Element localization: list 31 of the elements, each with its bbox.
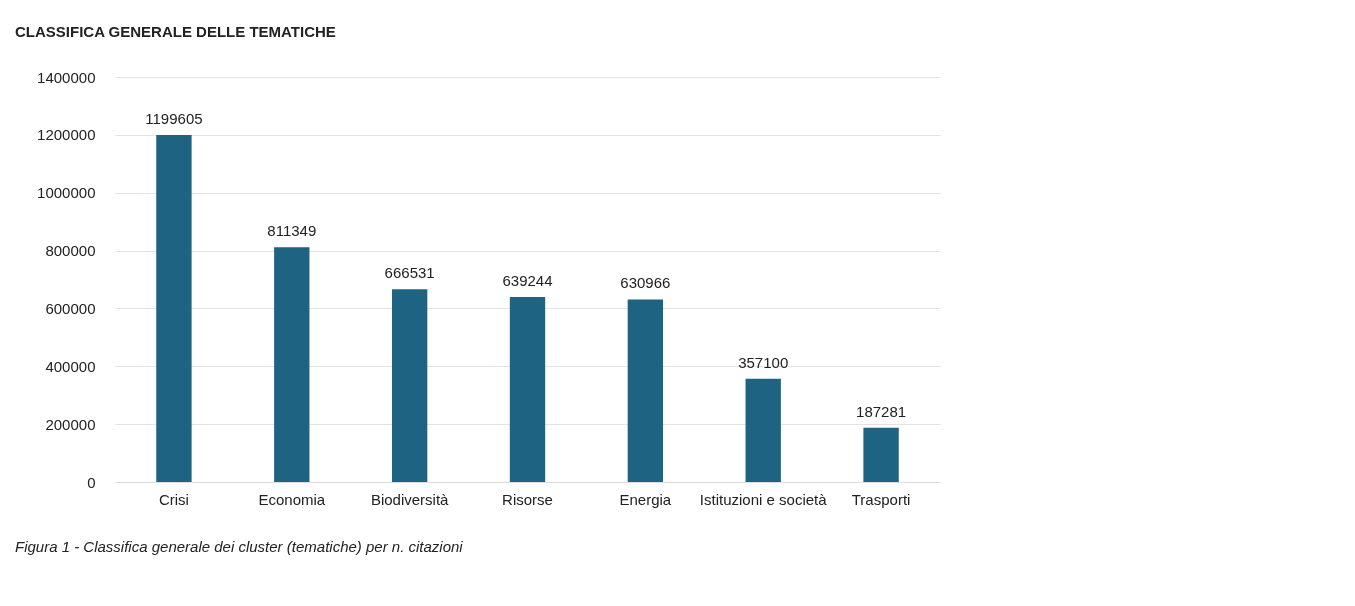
x-tick-label: Istituzioni e società [699, 490, 828, 508]
data-label: 811349 [267, 222, 317, 240]
x-tick-label: Energia [619, 490, 672, 508]
x-tick-label: Economia [258, 490, 326, 508]
data-label: 639244 [502, 272, 553, 290]
bar [156, 134, 192, 482]
y-tick-label: 1000000 [37, 184, 96, 202]
y-tick-label: 1400000 [37, 68, 96, 86]
y-tick-label: 0 [87, 473, 96, 491]
bar [509, 297, 546, 482]
bar [863, 427, 899, 482]
x-tick-label: Biodiversità [370, 490, 450, 508]
y-tick-label: 800000 [45, 242, 96, 260]
bar [627, 299, 664, 482]
data-label: 630966 [620, 274, 671, 292]
y-tick-label: 1200000 [37, 126, 96, 144]
bar [274, 247, 310, 482]
y-tick-label: 600000 [45, 299, 96, 317]
data-label: 187281 [856, 402, 907, 420]
x-tick-label: Trasporti [851, 490, 911, 508]
x-tick-label: Crisi [158, 490, 189, 508]
data-label: 666531 [384, 264, 435, 282]
data-label: 357100 [738, 353, 789, 371]
chart-title: CLASSIFICA GENERALE DELLE TEMATICHE [15, 23, 336, 40]
bar [391, 289, 428, 482]
text: Figura 1 - Classifica generale dei cluster (tematiche) per n. citazioni [15, 538, 464, 555]
x-tick-label: Risorse [502, 490, 553, 508]
y-tick-label: 400000 [45, 357, 96, 375]
data-label: 1199605 [145, 109, 203, 127]
y-tick-label: 200000 [45, 415, 96, 433]
bar [745, 378, 781, 482]
